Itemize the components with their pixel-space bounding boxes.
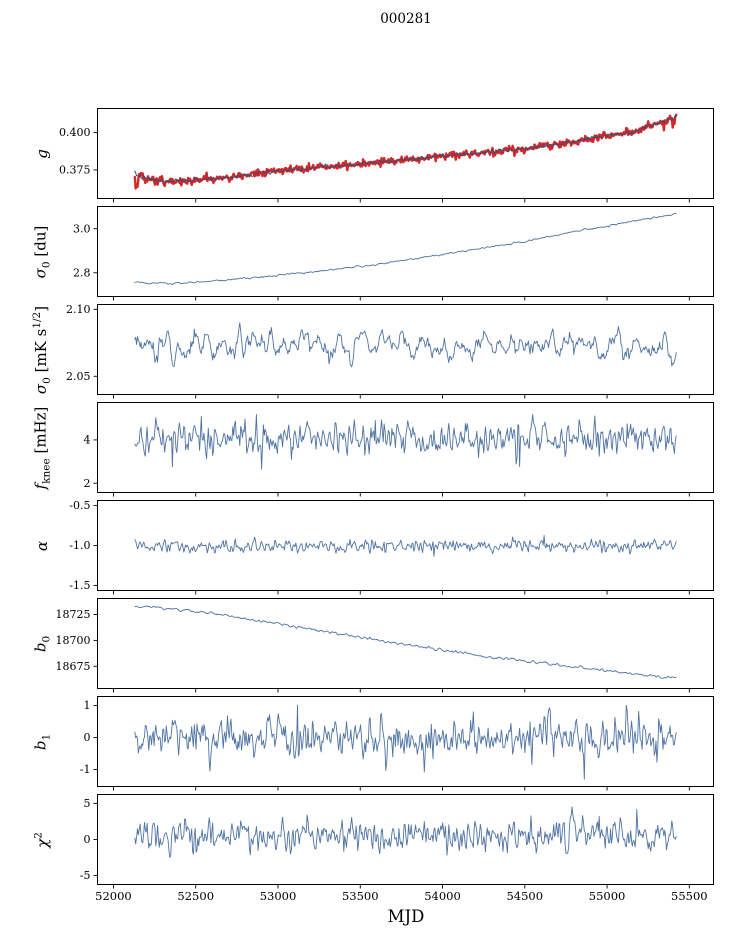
y-axis-label-b0: b0 [32,635,53,651]
series-chi2-line [134,806,677,858]
x-axis-tick-labels: 52000 52500 53000 53500 54000 54500 55000 55500 [0,889,729,905]
panel-chi2: -5 0 5 [80,794,714,889]
y-tick-label: 0.375 [59,164,91,177]
y-axis-label-segment: [mHz] [31,406,50,458]
y-tick-label: 0.400 [59,126,91,139]
y-axis-label-segment: knee [40,457,53,484]
y-axis-label-segment: [mK s [32,328,50,377]
x-tick-label: 54000 [424,889,461,903]
y-axis-label-g: g [33,149,51,159]
y-axis-label-segment: σ [31,267,50,278]
panel-data-chi2 [134,806,677,858]
panel-data-fknee [134,414,677,470]
axes-box-b0 [97,598,714,689]
panel-data-b0 [134,605,677,679]
y-axis-label-segment: g [33,148,51,159]
chart-title: 000281 [380,11,432,27]
panel-b0: 18675 18700 18725 [56,598,714,693]
y-axis-label-segment: σ [32,383,50,394]
y-tick-label: 4 [84,434,91,447]
panel-fknee: 24 [84,402,714,497]
x-tick-label: 55500 [671,889,708,903]
y-tick-label: 2.8 [73,266,91,279]
y-axis-label-fknee: fknee [mHz] [32,406,53,489]
y-axis-label-segment: 0 [40,635,53,643]
y-tick-label: 2.10 [66,303,91,316]
y-axis-label-segment: f [31,483,50,489]
series-g-measured-red [133,113,678,190]
y-axis-label-segment: 1/2 [31,311,43,329]
series-b1-line [134,704,677,780]
series-alpha-line [134,535,677,557]
y-tick-label: 1 [84,699,91,712]
y-axis-label-segment: χ [33,838,52,848]
axes-box-b1 [97,696,714,787]
y-tick-label: 0 [84,731,91,744]
y-tick-label: 5 [84,797,91,810]
y-tick-label: -1.0 [69,539,90,552]
series-g-model-blue [134,114,677,183]
panel-data-sigma0-du [134,212,677,285]
x-axis-title: MJD [387,907,425,926]
panel-b1: -1 0 1 [80,696,714,791]
y-axis-label-segment: ] [32,305,50,312]
panel-sigma0-du: 2.8 3.0 [73,206,714,301]
y-tick-label: 18725 [56,608,91,621]
y-axis-label-segment: α [33,540,51,551]
y-tick-label: 2.05 [66,370,91,383]
y-axis-label-segment: b [31,642,50,652]
y-axis-label-sigma0-du: σ0 [du] [32,225,53,278]
panel-data-g [133,113,678,190]
panel-data-b1 [134,704,677,780]
x-tick-label: 53500 [341,889,379,903]
y-axis-label-segment: 0 [40,260,53,268]
y-tick-label: -1.5 [69,579,90,592]
y-axis-label-segment: 0 [41,376,53,384]
x-tick-label: 52500 [177,889,215,903]
series-sigma0-mK-line [134,322,677,368]
y-tick-label: 0 [84,833,91,846]
x-tick-label: 52000 [95,889,132,903]
series-sigma0-du-line [134,212,677,285]
y-tick-label: -0.5 [69,499,90,512]
axes-box-sigma0-mK [97,304,714,395]
panel-g: 0.375 0.400 [59,108,714,203]
panel-sigma0-mK: 2.05 2.10 [66,303,714,399]
x-tick-label: 55000 [588,889,626,903]
axes-box-alpha [97,500,714,591]
panel-data-sigma0-mK [134,322,677,368]
y-tick-label: -1 [80,763,91,776]
axes-box-g [97,108,714,199]
y-axis-label-chi2: χ2 [33,832,52,848]
panel-data-alpha [134,535,677,557]
y-axis-label-segment: [du] [31,225,50,261]
x-tick-label: 54500 [506,889,544,903]
y-axis-label-alpha: α [33,540,51,550]
series-b0-line [134,605,677,679]
y-axis-label-segment: b [31,740,50,750]
axes-box-chi2 [97,794,714,885]
x-tick-label: 53000 [259,889,297,903]
y-tick-label: 3.0 [73,222,91,235]
axes-box-fknee [97,402,714,493]
series-fknee-line [134,414,677,470]
y-tick-label: -5 [80,869,91,882]
y-axis-label-segment: 2 [32,831,45,839]
y-axis-label-b1: b1 [32,733,53,749]
panel-alpha: -1.5 -1.0 -0.5 [69,499,714,595]
y-axis-label-sigma0-mK: σ0 [mK s1/2] [31,305,53,393]
y-tick-label: 18675 [56,660,91,673]
y-tick-label: 2 [84,477,91,490]
y-tick-label: 18700 [56,634,91,647]
axes-box-sigma0-du [97,206,714,297]
y-axis-label-segment: 1 [40,733,53,741]
